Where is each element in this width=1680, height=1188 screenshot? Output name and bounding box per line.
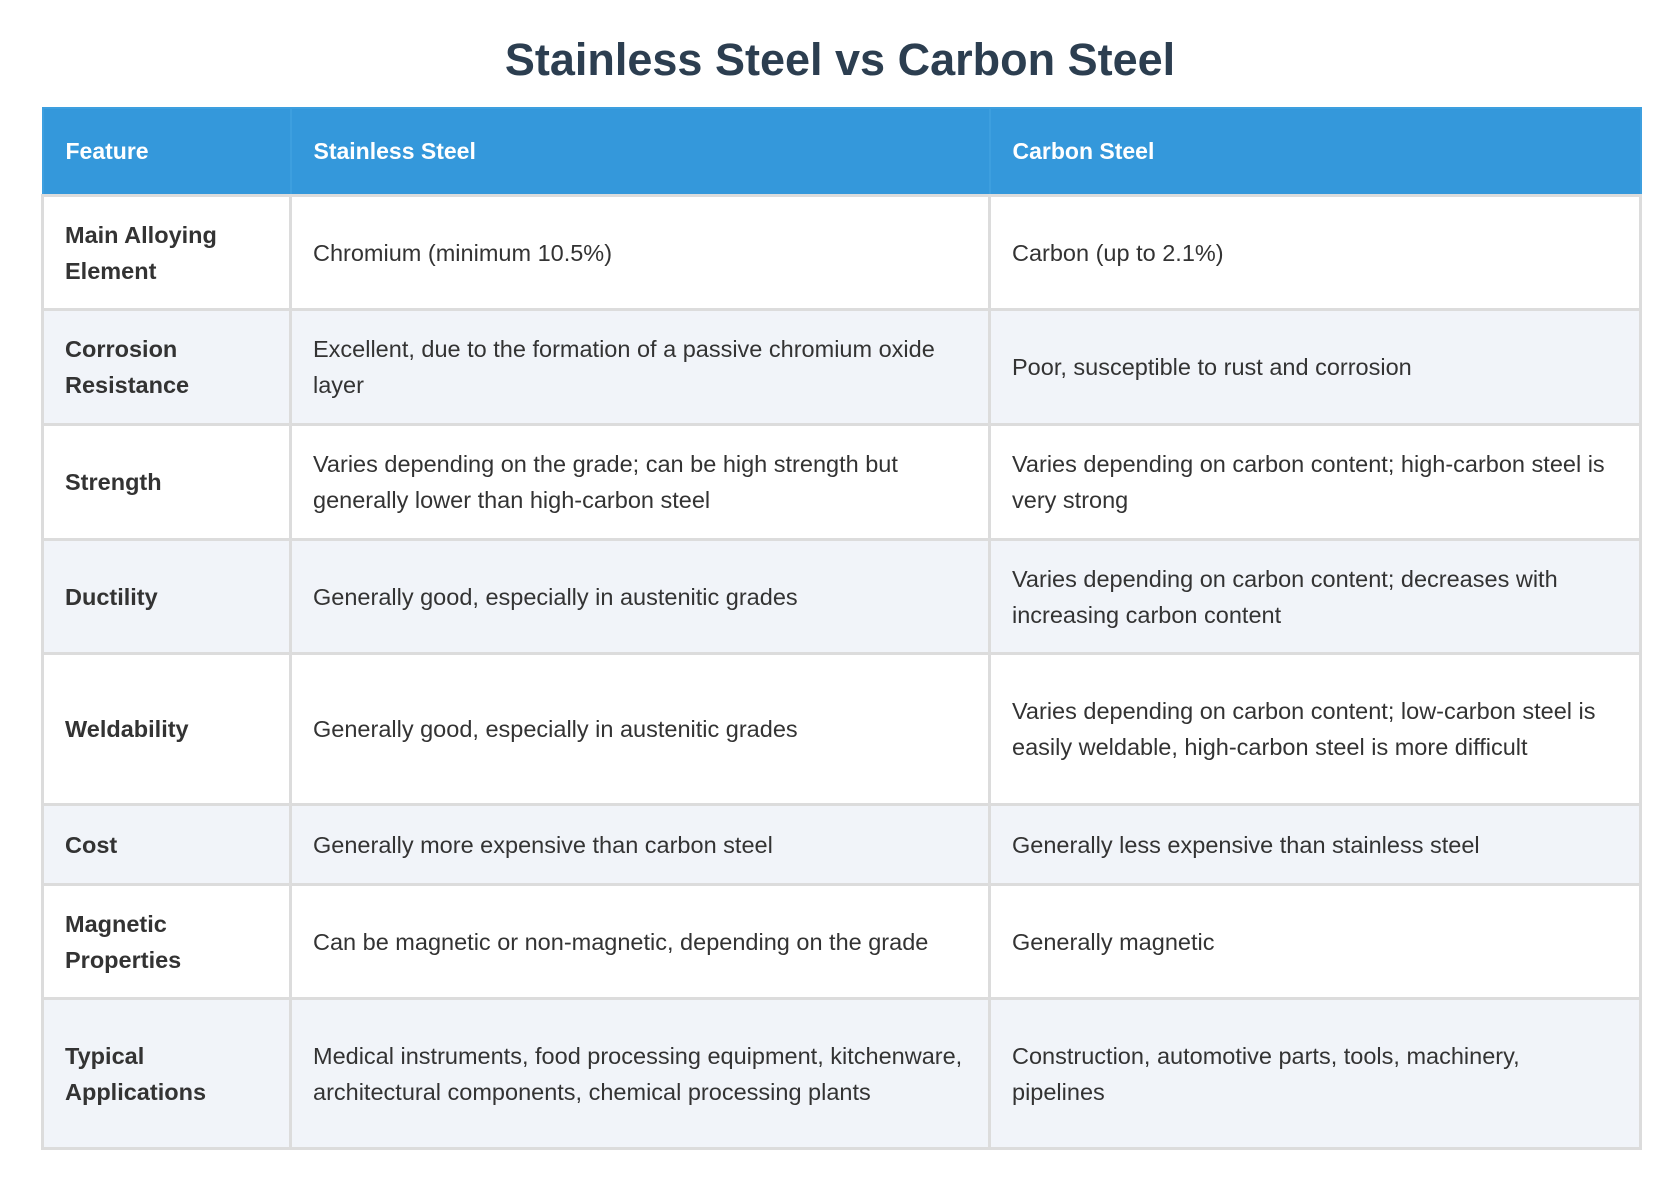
value-cell: Generally less expensive than stainless … — [988, 803, 1642, 886]
value-cell: Generally more expensive than carbon ste… — [289, 803, 991, 886]
feature-cell: Cost — [41, 803, 292, 886]
value-cell: Varies depending on carbon content; low-… — [988, 652, 1642, 806]
value-cell: Varies depending on carbon content; decr… — [988, 538, 1642, 655]
table-row: Magnetic Properties Can be magnetic or no… — [41, 883, 1642, 1000]
header-cell: Feature — [41, 107, 292, 197]
table-row: Typical Applications Medical instruments,… — [41, 997, 1642, 1150]
value-cell: Varies depending on carbon content; high… — [988, 423, 1642, 541]
value-cell: Carbon (up to 2.1%) — [988, 194, 1642, 311]
feature-cell: Strength — [41, 423, 292, 541]
value-cell: Medical instruments, food processing equ… — [289, 997, 991, 1150]
header-cell: Stainless Steel — [289, 107, 991, 197]
value-cell: Generally good, especially in austenitic… — [289, 538, 991, 655]
feature-cell: Magnetic Properties — [41, 883, 292, 1000]
feature-cell: Ductility — [41, 538, 292, 655]
value-cell: Chromium (minimum 10.5%) — [289, 194, 991, 311]
feature-cell: Typical Applications — [41, 997, 292, 1150]
feature-cell: Corrosion Resistance — [41, 308, 292, 426]
value-cell: Construction, automotive parts, tools, m… — [988, 997, 1642, 1150]
comparison-table: Feature Stainless Steel Carbon Steel Main … — [41, 107, 1642, 1150]
page-title: Stainless Steel vs Carbon Steel — [504, 34, 1176, 85]
header-row: Feature Stainless Steel Carbon Steel — [41, 107, 1642, 197]
table-row: Main Alloying Element Chromium (minimum 1… — [41, 194, 1642, 311]
header-cell: Carbon Steel — [988, 107, 1642, 197]
table-row: Cost Generally more expensive than carbon… — [41, 803, 1642, 886]
value-cell: Generally good, especially in austenitic… — [289, 652, 991, 806]
feature-cell: Main Alloying Element — [41, 194, 292, 311]
value-cell: Excellent, due to the formation of a pas… — [289, 308, 991, 426]
feature-cell: Weldability — [41, 652, 292, 806]
value-cell: Generally magnetic — [988, 883, 1642, 1000]
value-cell: Poor, susceptible to rust and corrosion — [988, 308, 1642, 426]
table-row: Weldability Generally good, especially in… — [41, 652, 1642, 806]
table-row: Corrosion Resistance Excellent, due to th… — [41, 308, 1642, 426]
table-row: Ductility Generally good, especially in a… — [41, 538, 1642, 655]
value-cell: Varies depending on the grade; can be hi… — [289, 423, 991, 541]
value-cell: Can be magnetic or non-magnetic, dependi… — [289, 883, 991, 1000]
table-row: Strength Varies depending on the grade; c… — [41, 423, 1642, 541]
